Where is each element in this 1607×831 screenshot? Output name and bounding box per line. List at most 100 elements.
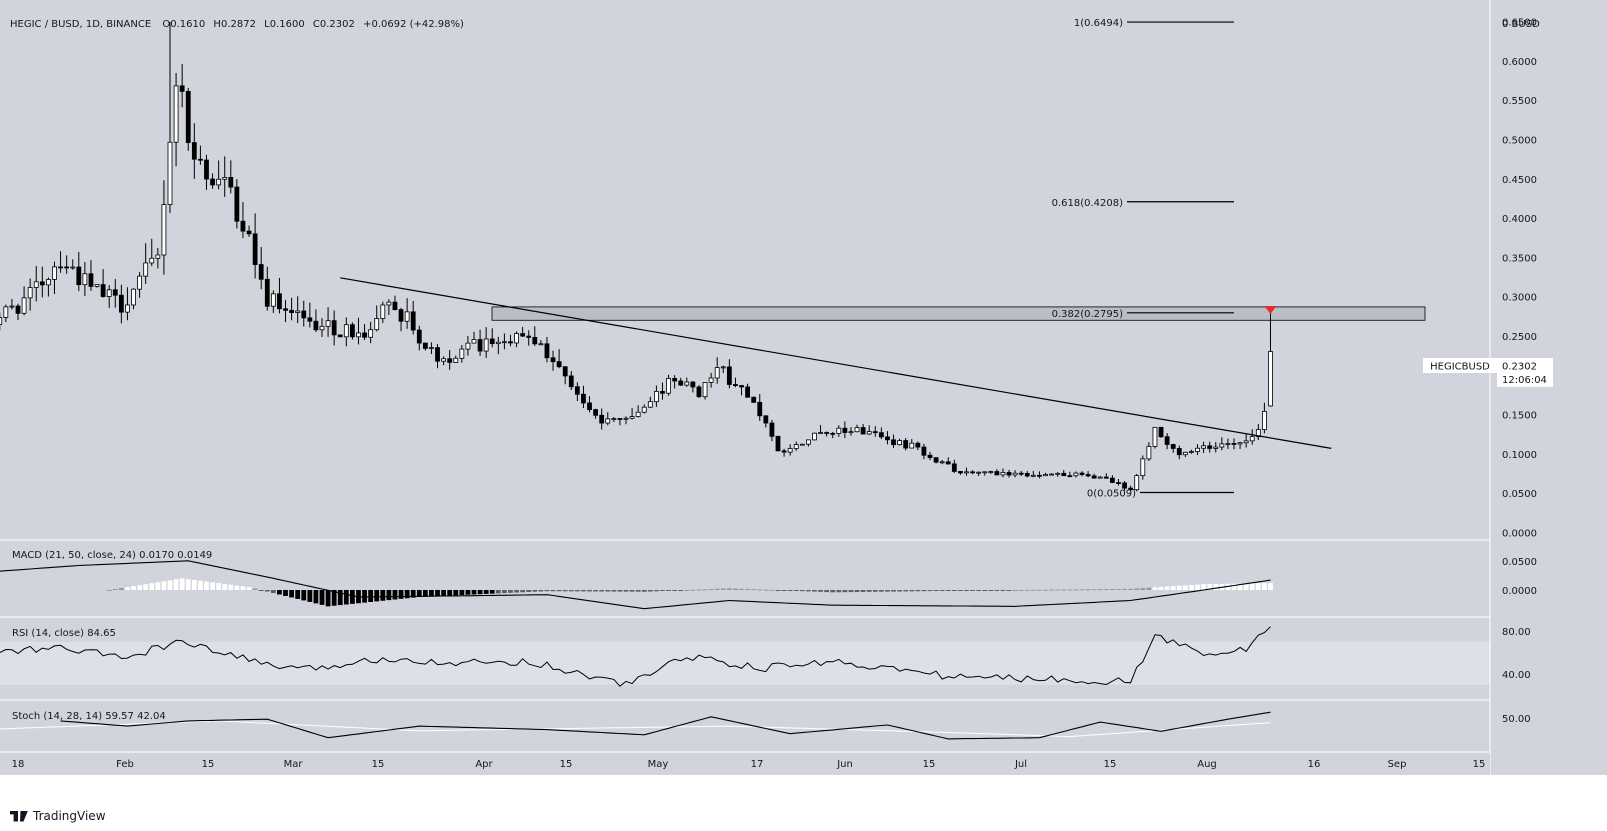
macd-histogram-bar bbox=[836, 590, 842, 593]
candle-body bbox=[574, 386, 580, 395]
candle-body bbox=[647, 401, 653, 408]
candle-body bbox=[94, 284, 100, 287]
candle-body bbox=[27, 287, 33, 299]
candle-body bbox=[368, 329, 374, 338]
macd-histogram-bar bbox=[842, 590, 848, 593]
candle-body bbox=[1061, 472, 1067, 477]
time-tick-label: May bbox=[648, 759, 669, 770]
macd-histogram-bar bbox=[155, 582, 161, 590]
candle-body bbox=[1037, 474, 1042, 477]
macd-pane[interactable]: MACD (21, 50, close, 24) 0.0170 0.0149 bbox=[0, 550, 1273, 610]
trendline-line bbox=[340, 277, 1332, 449]
macd-histogram-bar bbox=[678, 590, 684, 591]
macd-histogram-bar bbox=[830, 590, 836, 593]
candle-body bbox=[1030, 474, 1036, 477]
macd-histogram-bar bbox=[1018, 589, 1024, 591]
candle-body bbox=[143, 262, 149, 277]
red-arrow-down-shape bbox=[1264, 306, 1277, 314]
macd-legend: MACD (21, 50, close, 24) 0.0170 0.0149 bbox=[12, 550, 212, 561]
candle-body bbox=[824, 432, 830, 434]
time-tick-label: 15 bbox=[560, 759, 573, 770]
macd-histogram-bar bbox=[1201, 584, 1206, 590]
candle-body bbox=[897, 440, 902, 446]
candle-body bbox=[799, 443, 805, 446]
candle-body bbox=[1195, 447, 1200, 452]
macd-histogram-bar bbox=[1103, 589, 1109, 591]
macd-histogram-bar bbox=[277, 590, 282, 595]
candle-body bbox=[1249, 436, 1255, 442]
candle-body bbox=[623, 417, 629, 420]
macd-histogram-bar bbox=[933, 590, 939, 592]
macd-histogram-bar bbox=[307, 590, 313, 602]
candle-body bbox=[1231, 443, 1237, 445]
macd-histogram-bar bbox=[623, 590, 629, 592]
macd-histogram-bar bbox=[295, 590, 301, 599]
price-axis[interactable] bbox=[1490, 0, 1607, 775]
macd-histogram-bar bbox=[915, 590, 921, 592]
stoch-d-line bbox=[0, 720, 1271, 738]
macd-histogram-bar bbox=[799, 590, 805, 592]
fib-label: 0.618(0.4208) bbox=[1052, 198, 1124, 209]
macd-histogram-bar bbox=[1237, 583, 1243, 590]
macd-histogram-bar bbox=[976, 590, 982, 591]
macd-histogram-bar bbox=[1243, 583, 1249, 590]
tradingview-logo[interactable]: TradingView bbox=[10, 807, 106, 825]
candle-body bbox=[289, 309, 295, 313]
candle-body bbox=[459, 348, 465, 359]
candle-body bbox=[1268, 351, 1273, 407]
fib-label: 1(0.6494) bbox=[1074, 18, 1123, 29]
candle-body bbox=[197, 158, 203, 161]
time-tick-label: 17 bbox=[751, 759, 764, 770]
candle-body bbox=[252, 233, 258, 265]
candle-body bbox=[751, 396, 757, 403]
candle-body bbox=[1073, 472, 1079, 477]
macd-histogram-bar bbox=[410, 590, 416, 598]
candle-body bbox=[386, 301, 392, 306]
candle-body bbox=[690, 381, 696, 388]
candle-body bbox=[1207, 445, 1213, 449]
stoch-pane[interactable]: Stoch (14, 28, 14) 59.57 42.04 bbox=[0, 711, 1271, 740]
macd-histogram-bar bbox=[672, 590, 678, 591]
macd-histogram-bar bbox=[921, 590, 927, 592]
macd-histogram-bar bbox=[198, 580, 203, 590]
macd-histogram-bar bbox=[769, 589, 775, 591]
candle-body bbox=[1140, 458, 1146, 477]
candle-body bbox=[514, 333, 519, 344]
candle-body bbox=[781, 450, 787, 453]
candle-body bbox=[76, 266, 82, 286]
macd-histogram-bar bbox=[435, 590, 440, 597]
macd-histogram-bar bbox=[635, 590, 641, 592]
candle-body bbox=[964, 471, 969, 474]
rsi-pane[interactable]: RSI (14, close) 84.65 bbox=[0, 626, 1271, 687]
macd-histogram-bar bbox=[1249, 583, 1255, 590]
candles[interactable] bbox=[0, 22, 1273, 492]
macd-histogram-bar bbox=[1000, 590, 1006, 591]
macd-histogram-bar bbox=[374, 590, 380, 602]
candle-body bbox=[228, 177, 234, 188]
price-tick-label: 0.1000 bbox=[1502, 450, 1537, 461]
candle-body bbox=[0, 317, 3, 325]
candle-body bbox=[1219, 443, 1225, 448]
time-axis[interactable] bbox=[0, 752, 1490, 775]
candle-body bbox=[720, 366, 726, 369]
macd-histogram-bar bbox=[368, 590, 374, 602]
macd-histogram-bar bbox=[617, 590, 623, 592]
macd-histogram-bar bbox=[903, 590, 909, 592]
candle-body bbox=[325, 320, 331, 327]
candle-body bbox=[216, 178, 222, 186]
time-tick-label: Aug bbox=[1197, 759, 1217, 770]
price-tag-value: 0.2302 bbox=[1502, 362, 1537, 373]
macd-histogram-bar bbox=[763, 589, 769, 591]
candle-body bbox=[660, 391, 665, 394]
candle-body bbox=[915, 442, 921, 448]
candle-body bbox=[15, 305, 21, 314]
macd-histogram-bar bbox=[787, 590, 793, 591]
candle-body bbox=[787, 448, 793, 453]
time-tick-label: 15 bbox=[923, 759, 936, 770]
candle-body bbox=[1097, 476, 1103, 479]
macd-histogram-bar bbox=[988, 590, 994, 591]
candle-body bbox=[818, 432, 823, 434]
time-tick-label: Jul bbox=[1014, 759, 1027, 770]
candle-body bbox=[222, 177, 228, 180]
